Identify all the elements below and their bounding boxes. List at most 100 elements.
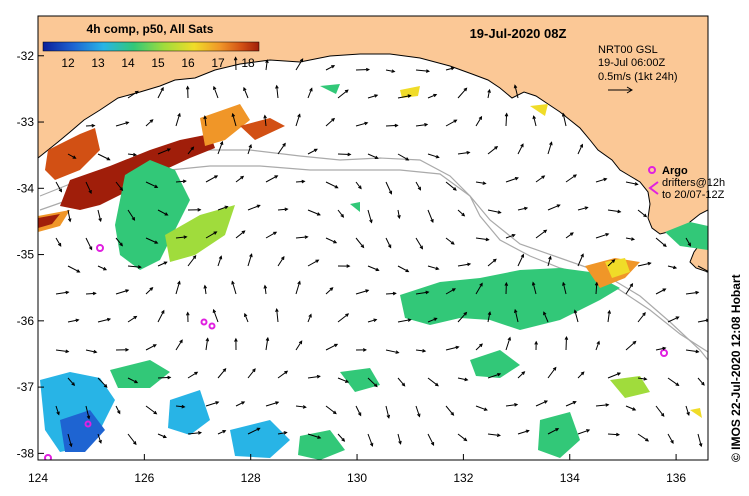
current-arrow [234, 337, 238, 351]
current-arrow [355, 67, 371, 72]
current-arrow [535, 229, 548, 239]
colorbar-tick-label: 13 [91, 56, 105, 70]
current-arrow [127, 265, 142, 269]
current-arrow [637, 377, 648, 381]
current-arrow [247, 204, 261, 211]
current-arrow [475, 282, 483, 295]
argo-legend: Argo drifters@12h to 20/07-12Z [648, 165, 725, 201]
current-arrow [247, 368, 256, 379]
current-arrow [205, 231, 218, 239]
current-arrow [487, 258, 497, 267]
current-arrow [385, 349, 400, 354]
current-arrow [55, 237, 62, 247]
current-arrow [295, 235, 309, 239]
current-arrow [457, 209, 466, 217]
current-arrow [577, 143, 584, 155]
current-arrow [427, 433, 435, 447]
current-arrow [532, 115, 537, 127]
current-arrow [265, 59, 269, 71]
current-arrow [97, 209, 102, 223]
current-arrow [625, 282, 634, 295]
x-tick-label: 128 [241, 471, 261, 485]
current-legend-line3: 0.5m/s (1kt 24h) [598, 71, 677, 83]
current-arrow [115, 237, 123, 247]
current-arrow [397, 318, 412, 323]
land-mass [38, 16, 708, 237]
current-arrow [385, 291, 397, 296]
current-arrow [562, 281, 567, 295]
current-arrow [265, 175, 279, 183]
current-arrow [325, 117, 336, 127]
current-arrow [667, 433, 674, 445]
current-arrow [55, 349, 70, 354]
current-arrow [475, 405, 488, 411]
current-arrow [547, 204, 561, 211]
current-arrow [573, 309, 579, 323]
current-arrow [127, 209, 136, 221]
current-arrow [277, 370, 289, 379]
current-arrow [263, 284, 268, 295]
current-arrow [175, 404, 186, 409]
current-arrow [97, 265, 108, 271]
current-arrow [235, 230, 246, 239]
current-arrow [115, 405, 121, 415]
current-arrow [355, 348, 367, 352]
current-arrow [127, 315, 138, 323]
drifter-legend-icon [648, 181, 659, 195]
current-legend-line1: NRT00 GSL [598, 44, 658, 56]
current-arrow [145, 344, 157, 351]
current-arrow [127, 90, 139, 99]
current-arrow [594, 281, 599, 295]
current-arrow [307, 148, 318, 155]
current-arrow [415, 349, 427, 353]
current-arrow [595, 232, 610, 239]
current-arrow [185, 311, 190, 323]
current-arrow [275, 84, 279, 99]
current-arrow [427, 93, 438, 99]
current-arrow [625, 237, 636, 241]
current-arrow [127, 152, 138, 157]
current-arrow [337, 89, 349, 99]
current-arrow [157, 86, 164, 99]
current-arrow [85, 237, 93, 251]
current-arrow [67, 433, 73, 448]
y-tick-label: -35 [17, 248, 35, 262]
current-arrow [277, 142, 286, 155]
current-arrow [397, 433, 402, 445]
current-arrow [157, 148, 172, 155]
current-arrow [115, 347, 130, 352]
current-arrow [445, 405, 455, 416]
current-arrow [505, 336, 511, 351]
current-arrow [564, 335, 569, 351]
current-arrow [385, 69, 396, 73]
current-arrow [217, 368, 227, 379]
current-arrow [427, 317, 438, 323]
current-arrow [265, 336, 270, 351]
drifter-legend-line2: to 20/07-12Z [662, 189, 725, 201]
current-arrow [531, 281, 537, 295]
current-arrow [277, 256, 285, 267]
current-arrow [145, 181, 159, 188]
current-arrow [325, 237, 338, 244]
y-tick-label: -36 [17, 314, 35, 328]
current-arrow [235, 401, 246, 407]
colorbar: 4h comp, p50, All Sats 12 13 14 15 16 17 18 [42, 22, 260, 70]
argo-legend-label: Argo [662, 165, 688, 177]
colorbar-tick-label: 18 [241, 56, 255, 70]
current-arrow [637, 312, 646, 323]
current-arrow [655, 237, 667, 248]
current-arrow [355, 237, 365, 249]
current-arrow [517, 371, 526, 379]
current-arrow [367, 377, 378, 388]
current-arrow [67, 377, 76, 387]
current-arrow [561, 112, 567, 127]
current-arrow [127, 433, 137, 446]
current-arrow [543, 311, 549, 323]
current-arrow [577, 371, 585, 379]
current-arrow [212, 308, 219, 323]
current-arrow [97, 377, 108, 388]
current-arrow [145, 287, 154, 295]
current-arrow [85, 405, 91, 420]
current-arrow [685, 405, 690, 416]
current-arrow [487, 311, 492, 323]
